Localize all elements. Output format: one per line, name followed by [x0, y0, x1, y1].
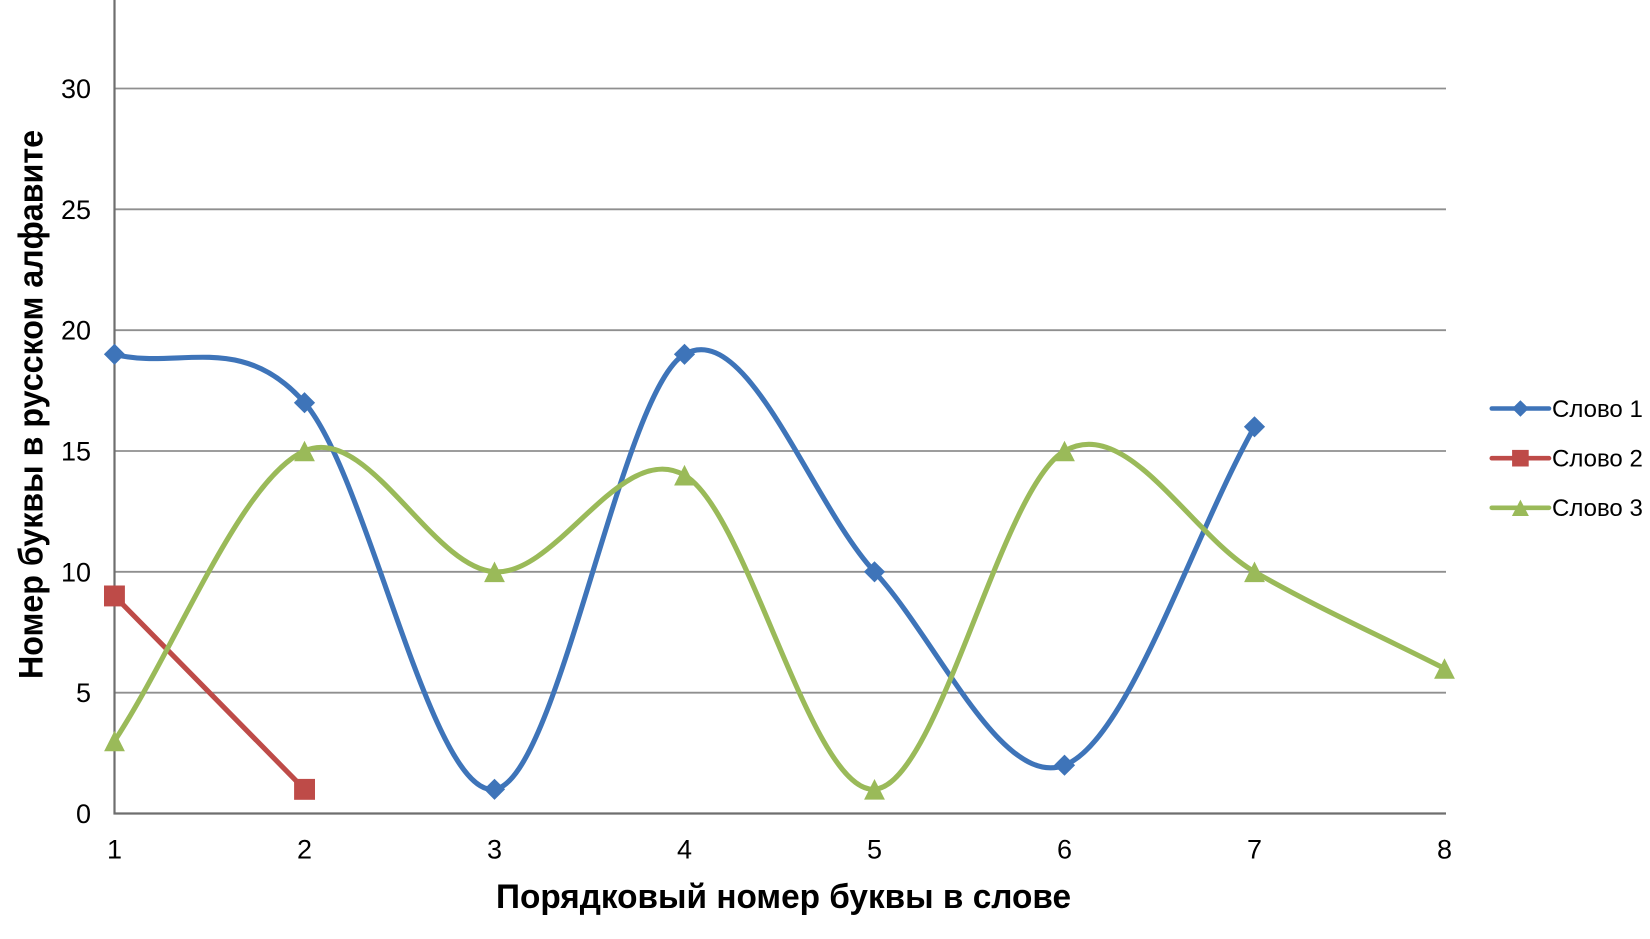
svg-text:3: 3 — [487, 835, 502, 865]
svg-text:Номер буквы в русском алфавите: Номер буквы в русском алфавите — [13, 130, 51, 679]
svg-text:Порядковый номер буквы в слове: Порядковый номер буквы в слове — [496, 878, 1071, 916]
svg-text:15: 15 — [61, 437, 91, 467]
svg-text:5: 5 — [867, 835, 882, 865]
svg-text:1: 1 — [107, 835, 122, 865]
svg-text:7: 7 — [1247, 835, 1262, 865]
svg-text:Слово 3: Слово 3 — [1552, 495, 1643, 522]
svg-text:6: 6 — [1057, 835, 1072, 865]
svg-text:5: 5 — [76, 678, 91, 708]
svg-text:2: 2 — [297, 835, 312, 865]
svg-text:0: 0 — [76, 799, 91, 829]
svg-text:Слово 1: Слово 1 — [1552, 396, 1643, 423]
svg-text:8: 8 — [1437, 835, 1452, 865]
svg-text:4: 4 — [677, 835, 692, 865]
svg-text:30: 30 — [61, 74, 91, 104]
svg-text:Слово 2: Слово 2 — [1552, 446, 1643, 473]
svg-text:25: 25 — [61, 195, 91, 225]
svg-text:20: 20 — [61, 316, 91, 346]
svg-text:10: 10 — [61, 557, 91, 587]
